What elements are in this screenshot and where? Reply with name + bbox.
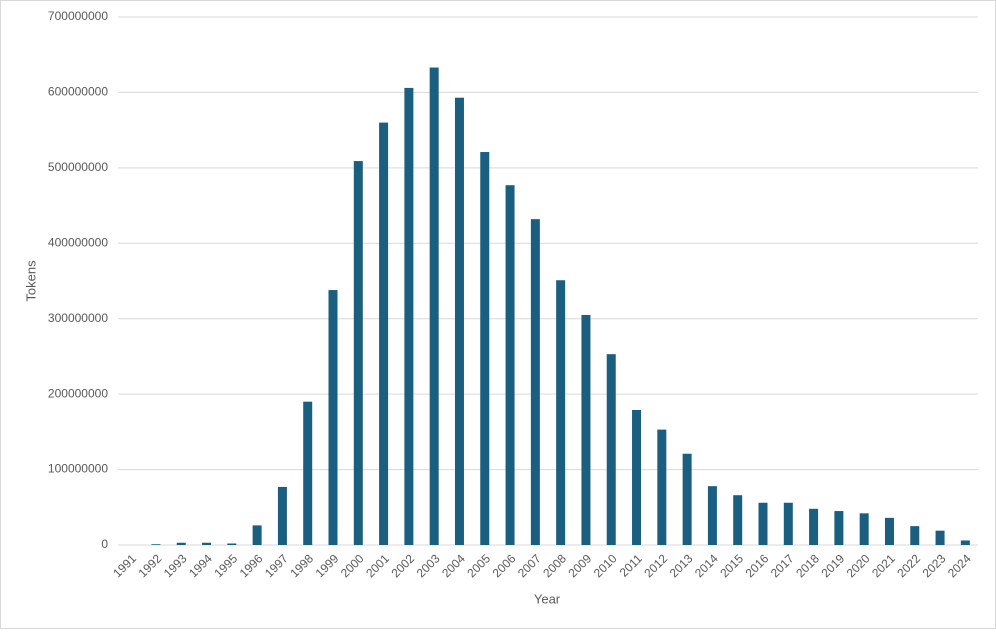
y-tick-label: 500000000 [48,160,108,174]
bar [707,486,717,545]
bar [429,67,439,545]
bar [556,280,566,545]
bar [252,525,262,545]
bar [733,495,743,545]
y-axis-title: Tokens [23,260,38,302]
bar [530,219,540,546]
bar [202,542,212,545]
bar [176,542,186,545]
bar [379,122,389,545]
y-tick-label: 0 [101,537,108,551]
bar [859,513,869,545]
bar [404,87,414,545]
bar [353,161,363,545]
y-tick-label: 300000000 [48,311,108,325]
bar [151,544,161,545]
y-tick-label: 600000000 [48,85,108,99]
bar [960,540,970,545]
bar [454,97,464,546]
bar [910,526,920,545]
bar [277,486,287,545]
bar [606,354,616,545]
bar [682,453,692,545]
bar [834,511,844,545]
bar [227,543,237,545]
bar [328,290,338,545]
bar [935,530,945,545]
bar [809,508,819,545]
y-tick-label: 700000000 [48,9,108,23]
bar [632,409,642,545]
bar [884,517,894,545]
x-axis-title: Year [534,591,561,606]
y-tick-label: 200000000 [48,386,108,400]
y-tick-label: 400000000 [48,235,108,249]
bar [505,185,515,545]
bar [480,152,490,545]
y-tick-label: 100000000 [48,462,108,476]
bar [758,502,768,545]
bar [581,314,591,545]
bar [783,502,793,545]
bar [657,429,667,545]
bar [303,401,313,545]
